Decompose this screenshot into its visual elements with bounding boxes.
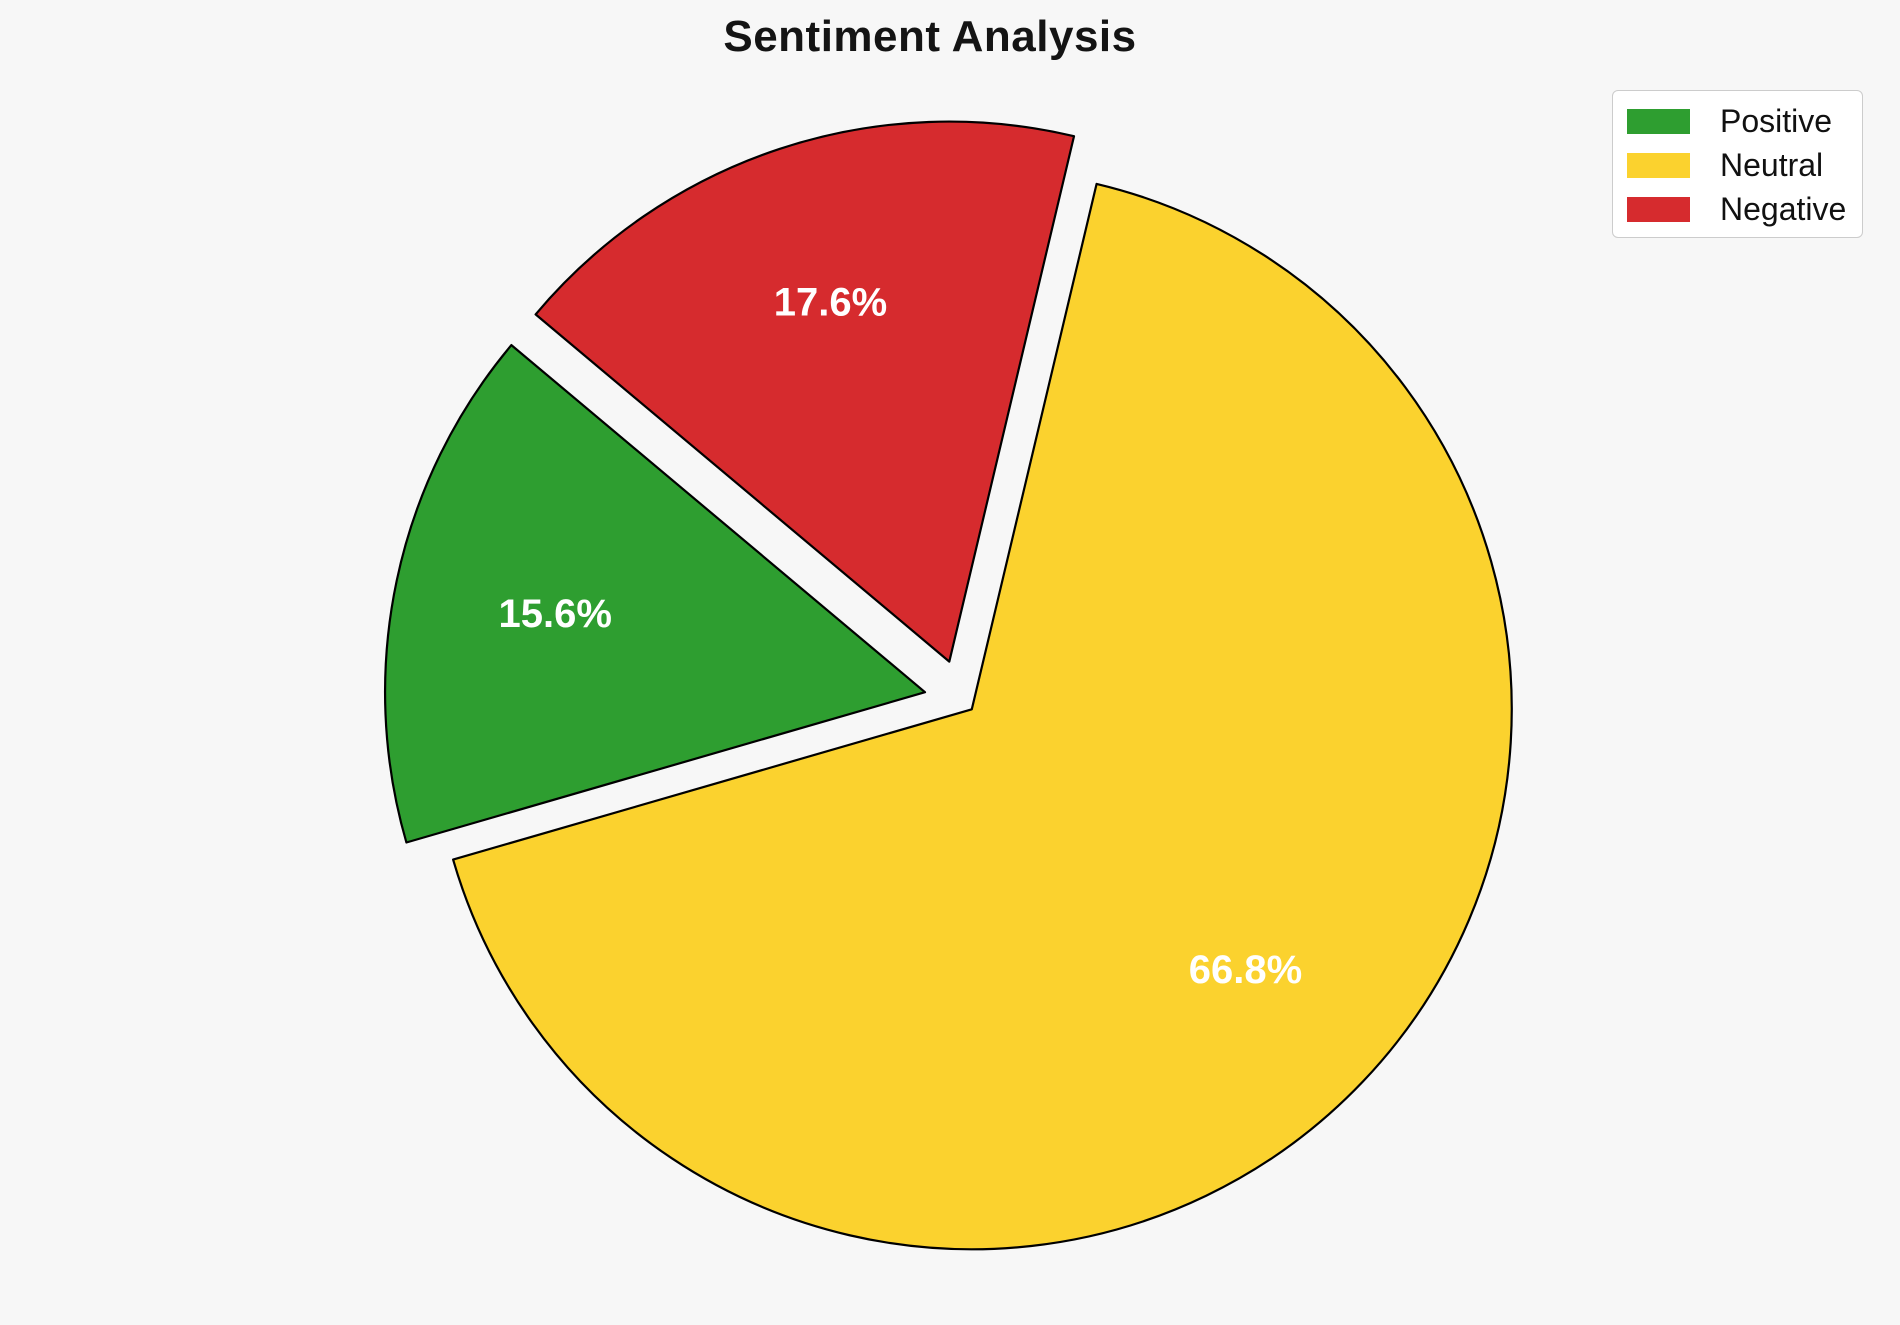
legend-label-negative: Negative (1720, 191, 1847, 227)
pie-slice-neutral (452, 182, 1513, 1251)
chart-title: Sentiment Analysis (723, 12, 1137, 61)
legend-swatch-negative (1627, 196, 1690, 222)
pie-slice-positive (383, 344, 927, 844)
legend-item-positive: Positive (1627, 103, 1848, 139)
pie-slice-label-positive: 15.6% (498, 592, 611, 636)
pie-slice-negative (534, 120, 1076, 663)
pie-slice-label-negative: 17.6% (774, 281, 887, 325)
legend-swatch-positive (1627, 108, 1690, 134)
pie-slice-label-neutral: 66.8% (1189, 948, 1302, 992)
legend: Positive Neutral Negative (1612, 90, 1863, 238)
legend-swatch-neutral (1627, 152, 1690, 178)
pie-slices: 15.6% 66.8% 17.6% (383, 120, 1513, 1251)
legend-label-positive: Positive (1720, 103, 1833, 139)
legend-item-neutral: Neutral (1627, 147, 1848, 183)
legend-label-neutral: Neutral (1720, 147, 1824, 183)
legend-item-negative: Negative (1627, 191, 1848, 227)
